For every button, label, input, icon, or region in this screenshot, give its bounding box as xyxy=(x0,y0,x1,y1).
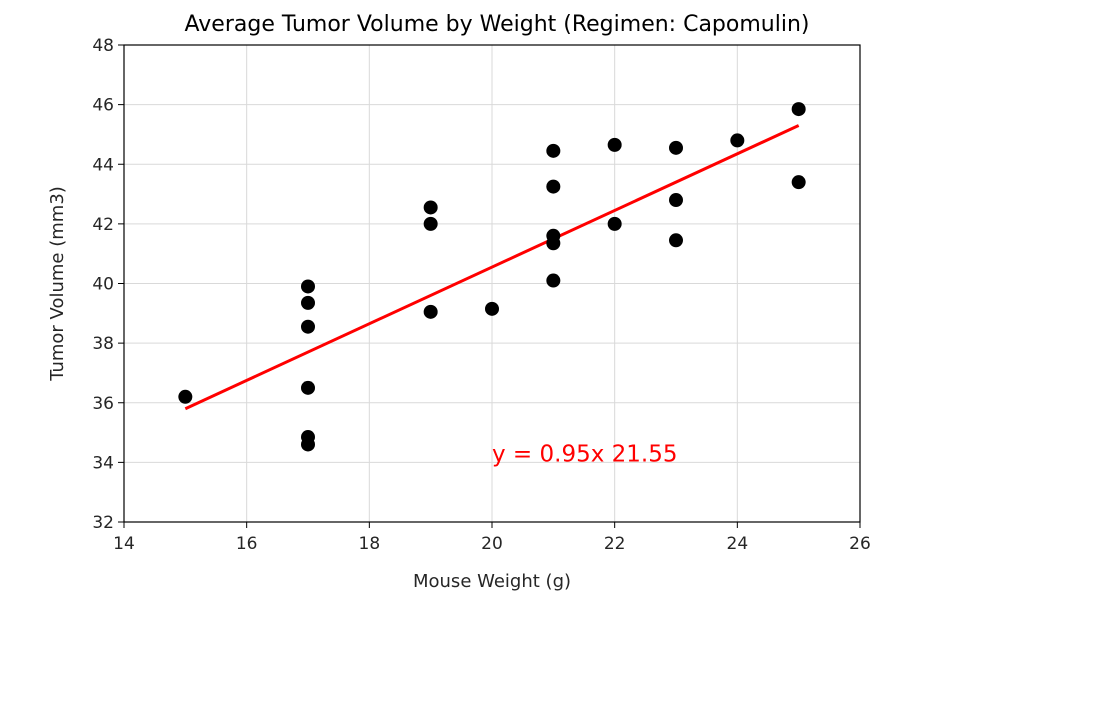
y-tick-label: 40 xyxy=(92,275,114,295)
data-point xyxy=(791,102,806,117)
data-point xyxy=(730,133,745,148)
y-tick-label: 44 xyxy=(92,155,114,175)
data-point xyxy=(546,236,561,251)
data-point xyxy=(669,233,683,248)
x-tick-label: 20 xyxy=(481,534,503,554)
y-axis-label: Tumor Volume (mm3) xyxy=(47,186,68,382)
regression-line xyxy=(184,124,800,411)
data-point xyxy=(423,304,438,319)
data-point xyxy=(546,179,561,194)
x-tick-label: 14 xyxy=(113,534,135,554)
y-tick-label: 38 xyxy=(92,334,114,354)
chart-title: Average Tumor Volume by Weight (Regimen:… xyxy=(185,12,810,37)
data-point xyxy=(301,295,315,310)
data-point xyxy=(669,193,683,208)
data-point xyxy=(423,216,438,231)
x-tick-label: 16 xyxy=(236,534,258,554)
regression-layer xyxy=(184,124,800,411)
x-tick-label: 22 xyxy=(604,534,626,554)
data-point xyxy=(178,389,193,404)
grid xyxy=(123,44,861,523)
data-point xyxy=(546,273,561,288)
y-tick-label: 42 xyxy=(92,215,114,235)
data-point xyxy=(669,140,683,155)
data-point xyxy=(301,279,315,294)
y-tick-label: 48 xyxy=(92,36,114,56)
x-tick-label: 26 xyxy=(849,534,871,554)
data-points xyxy=(178,102,806,452)
data-point xyxy=(791,175,806,190)
data-point xyxy=(607,137,622,152)
regression-equation: y = 0.95x 21.55 xyxy=(492,441,677,467)
axis-ticks: 14 16 18 20 22 24 26 32 34 36 38 40 42 44 46 48 xyxy=(92,36,870,554)
x-axis-label: Mouse Weight (g) xyxy=(413,571,571,592)
data-point xyxy=(301,319,315,334)
x-tick-label: 18 xyxy=(359,534,381,554)
data-point xyxy=(485,301,499,316)
data-point xyxy=(301,437,315,452)
y-tick-label: 46 xyxy=(92,96,114,116)
data-point xyxy=(301,380,315,395)
x-tick-label: 24 xyxy=(727,534,749,554)
y-tick-label: 32 xyxy=(92,513,114,533)
data-point xyxy=(423,200,438,215)
data-point xyxy=(546,143,561,158)
y-tick-label: 36 xyxy=(92,394,114,414)
data-point xyxy=(607,216,622,231)
y-tick-label: 34 xyxy=(92,453,114,473)
